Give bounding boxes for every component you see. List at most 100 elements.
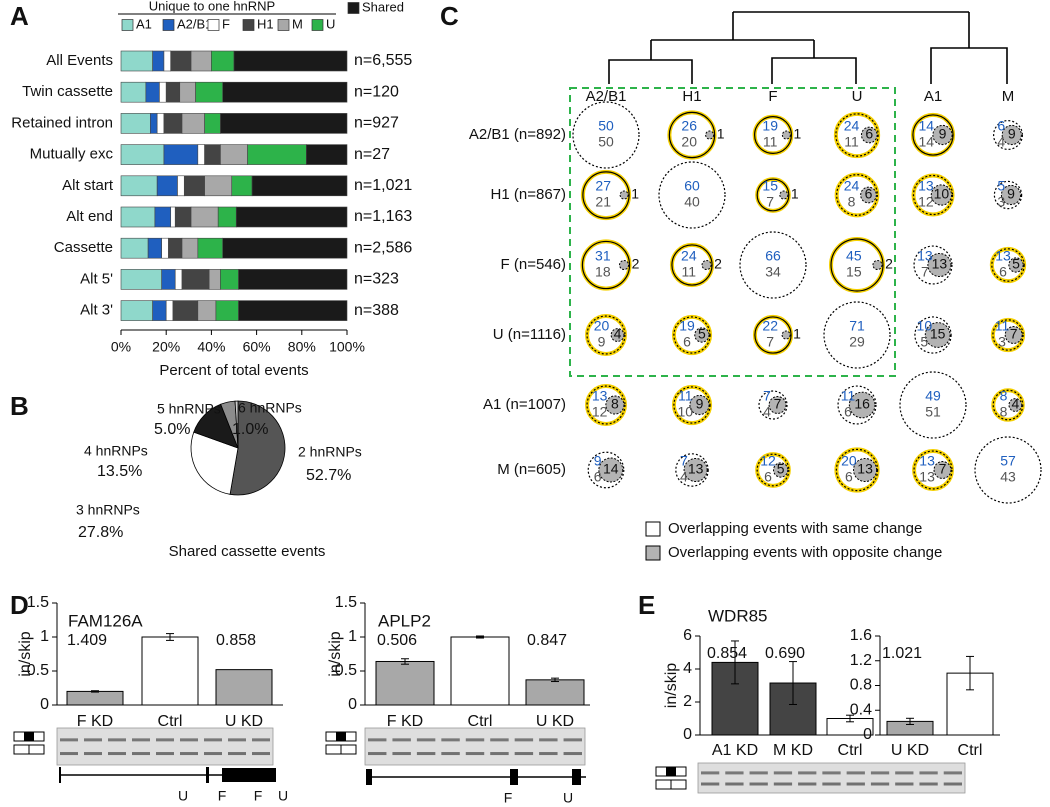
category-label: Retained intron (11, 114, 113, 131)
category-label: Alt 5' (80, 270, 113, 287)
same-count: 14 (918, 118, 934, 134)
same-count: 13 (918, 178, 934, 194)
same-count: 7 (763, 388, 771, 404)
bar-segment (183, 175, 205, 197)
legend-label: M (292, 16, 303, 31)
bar-segment (197, 300, 217, 321)
same-count: 10 (917, 318, 933, 334)
same-count: 40 (684, 194, 700, 210)
same-count: 9 (594, 453, 602, 469)
gene-label: U (563, 790, 573, 806)
y-tick-label: 1 (348, 628, 357, 645)
same-count: 8 (1000, 388, 1008, 404)
gel-band (368, 752, 387, 756)
x-tick-label: Ctrl (158, 713, 183, 730)
gel-band (919, 771, 938, 775)
opposite-count: 4 (1011, 396, 1019, 412)
same-count: 6 (594, 469, 602, 485)
bar-segment (204, 113, 221, 134)
same-count: 21 (595, 194, 611, 210)
overlap-circle (913, 245, 953, 285)
chart-title: APLP2 (378, 611, 431, 630)
opposite-circle (848, 391, 876, 419)
count-label: n=1,163 (354, 208, 412, 225)
gel-band (701, 771, 720, 775)
x-tick-label: 100% (329, 339, 365, 355)
gel-band (465, 738, 485, 742)
slice-label: 3 hnRNPs (76, 502, 140, 518)
bar-segment (161, 237, 169, 259)
y-axis-label: in/skip (327, 631, 344, 676)
overlap-circle (837, 385, 877, 425)
same-count: 22 (762, 318, 778, 334)
opposite-count: 4 (614, 326, 622, 342)
same-count: 5 (920, 334, 928, 350)
overlap-circle (754, 316, 792, 354)
bar-segment (172, 300, 199, 321)
same-count: 4 (997, 134, 1005, 150)
same-count: 6 (844, 404, 852, 420)
bar-segment (163, 50, 172, 72)
opposite-count: 2 (714, 256, 722, 272)
y-tick-label: 0.5 (335, 662, 357, 679)
category-label: Alt start (62, 177, 114, 194)
same-count: 24 (681, 248, 697, 264)
gel-band (822, 771, 841, 775)
gene-label: U (178, 788, 188, 804)
opposite-count: 14 (603, 461, 619, 477)
annotation: 0.854 (707, 645, 747, 662)
gel-band (132, 752, 150, 756)
bar-segment (181, 269, 210, 290)
bar-segment (306, 144, 348, 165)
opposite-count: 5 (698, 326, 706, 342)
y-tick-label: 1.5 (335, 594, 357, 611)
x-tick-label: A1 KD (712, 742, 758, 759)
gene-label: F (218, 788, 227, 804)
bar-segment (195, 81, 224, 103)
opposite-circle (605, 395, 625, 415)
gel-band (943, 771, 962, 775)
opposite-circle (701, 259, 712, 271)
gene-label: F (254, 788, 263, 804)
same-count: 14 (918, 134, 934, 150)
x-axis-label: Percent of total events (159, 362, 308, 379)
same-count: 13 (919, 469, 935, 485)
opposite-circle (933, 461, 952, 479)
opposite-circle (619, 259, 630, 271)
dendrogram (608, 11, 1008, 84)
overlap-circle (587, 451, 625, 489)
gel-band (514, 738, 534, 742)
bar-segment (220, 113, 348, 134)
row-label: M (n=605) (497, 461, 566, 478)
overlap-circle (586, 385, 626, 425)
same-count: 50 (598, 134, 614, 150)
bar (375, 660, 435, 706)
opposite-circle (930, 184, 953, 206)
count-label: n=388 (354, 302, 399, 319)
bar-segment (251, 175, 348, 197)
same-count: 51 (925, 404, 941, 420)
overlap-circle (582, 171, 630, 219)
bar-segment (247, 144, 307, 165)
gel (364, 727, 586, 766)
bar-segment (156, 113, 165, 134)
x-tick-label: U KD (891, 742, 929, 759)
gene-label: F (504, 790, 513, 806)
bar-segment (217, 206, 237, 228)
opposite-circle (773, 462, 789, 478)
same-count: 18 (595, 264, 611, 280)
bar (450, 636, 510, 706)
gel-band (252, 738, 270, 742)
gel-band (798, 782, 817, 786)
opposite-circle (768, 396, 787, 414)
category-label: Cassette (54, 239, 113, 256)
same-count: 57 (1000, 453, 1016, 469)
opposite-circle (781, 330, 791, 340)
count-label: n=1,021 (354, 177, 412, 194)
opposite-circle (619, 190, 629, 200)
same-count: 6 (999, 264, 1007, 280)
row-label: F (n=546) (501, 256, 566, 273)
y-tick-label: 1.2 (850, 652, 872, 669)
opposite-circle (610, 328, 625, 342)
gel-band (204, 738, 222, 742)
